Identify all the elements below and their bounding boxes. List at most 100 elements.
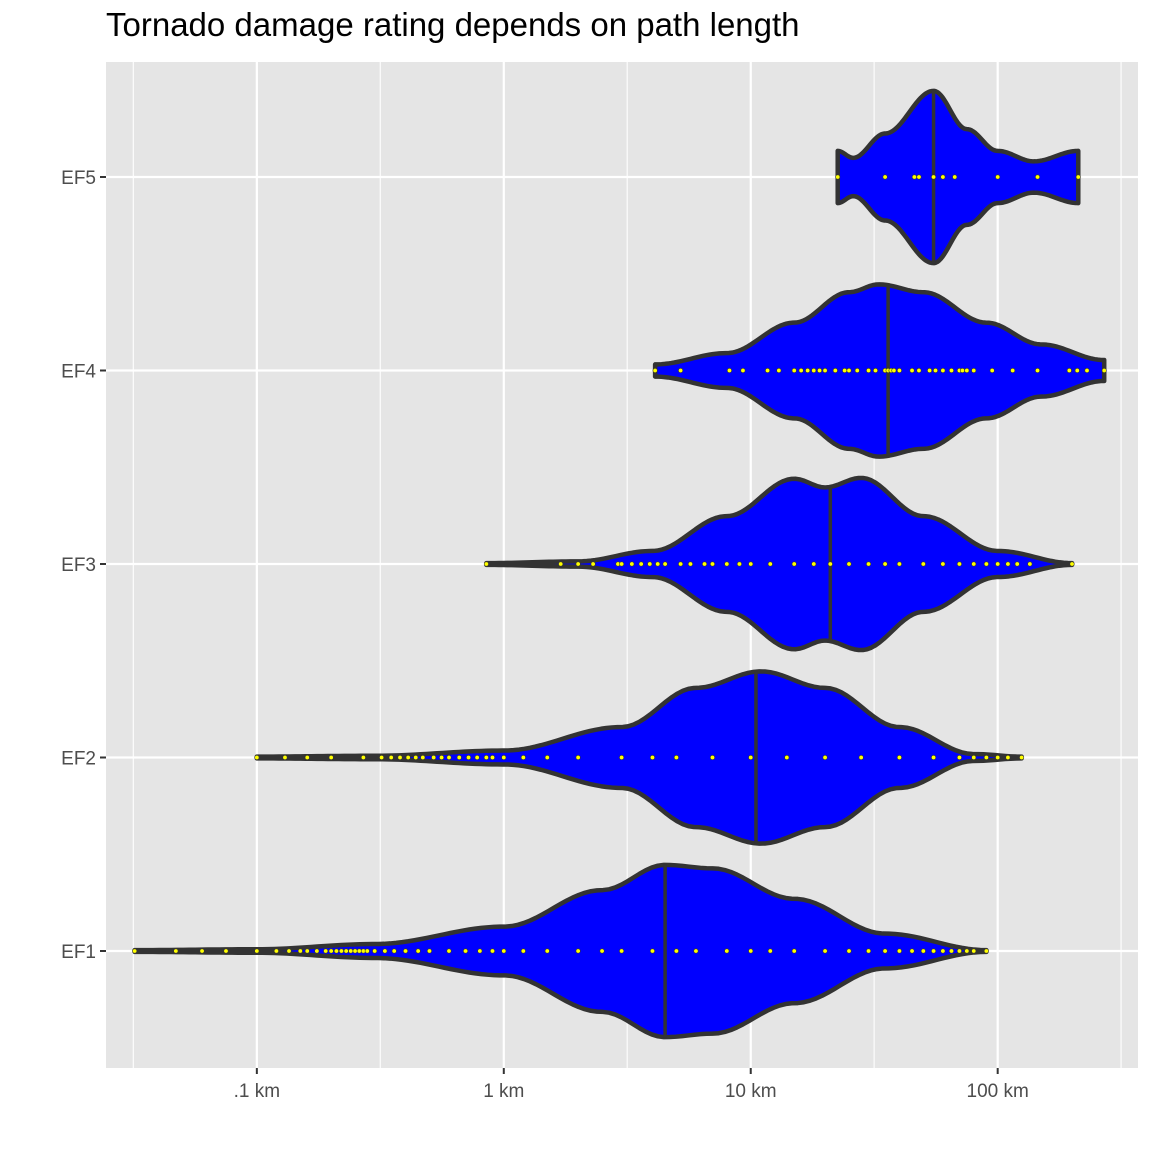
data-point [791, 948, 797, 954]
data-point [575, 561, 581, 567]
data-point [372, 948, 378, 954]
data-point [933, 367, 939, 373]
axes: EF1 EF2 EF3 EF4 EF5 .1 km 1 km 10 km 100 km [61, 168, 1029, 1102]
chart-title: Tornado damage rating depends on path le… [106, 6, 800, 43]
violin-ef1 [132, 862, 989, 1040]
violin-ef5 [835, 88, 1081, 266]
data-point [649, 948, 655, 954]
data-point [655, 561, 661, 567]
data-point [872, 367, 878, 373]
data-point [356, 948, 362, 954]
data-point [431, 754, 437, 760]
data-point [403, 948, 409, 954]
data-point [767, 561, 773, 567]
violin-ef3 [483, 475, 1075, 653]
data-point [638, 561, 644, 567]
y-tick-label-ef3: EF3 [61, 555, 96, 576]
data-point [649, 754, 655, 760]
data-point [489, 948, 495, 954]
data-point [940, 561, 946, 567]
data-point [477, 948, 483, 954]
data-point [927, 367, 933, 373]
data-point [709, 561, 715, 567]
data-point [1066, 367, 1072, 373]
data-point [896, 561, 902, 567]
data-point [520, 754, 526, 760]
data-point [964, 948, 970, 954]
data-point [842, 367, 848, 373]
data-point [971, 754, 977, 760]
data-point [909, 948, 915, 954]
data-point [846, 948, 852, 954]
data-point [1069, 561, 1075, 567]
data-point [558, 561, 564, 567]
data-point [415, 948, 421, 954]
data-point [1035, 367, 1041, 373]
data-point [882, 561, 888, 567]
data-point [1084, 367, 1090, 373]
y-tick-label-ef4: EF4 [61, 362, 96, 383]
data-point [835, 174, 841, 180]
data-point [964, 367, 970, 373]
data-point [995, 561, 1001, 567]
data-point [995, 754, 1001, 760]
data-point [891, 367, 897, 373]
violin-ef2 [254, 669, 1025, 846]
data-point [776, 367, 782, 373]
data-point [483, 561, 489, 567]
data-point [736, 561, 742, 567]
data-point [662, 561, 668, 567]
data-point [866, 367, 872, 373]
data-point [439, 754, 445, 760]
data-point [959, 367, 965, 373]
data-point [413, 754, 419, 760]
data-point [956, 754, 962, 760]
data-point [348, 948, 354, 954]
data-point [693, 948, 699, 954]
data-point [1101, 367, 1107, 373]
data-point [940, 174, 946, 180]
data-point [426, 948, 432, 954]
data-point [254, 948, 260, 954]
data-point [629, 561, 635, 567]
data-point [575, 948, 581, 954]
data-point [343, 948, 349, 954]
data-point [333, 948, 339, 954]
data-point [352, 948, 358, 954]
data-point [1027, 561, 1033, 567]
x-tick-label: 10 km [725, 1081, 777, 1102]
data-point [740, 367, 746, 373]
data-point [846, 561, 852, 567]
data-point [931, 948, 937, 954]
data-point [199, 948, 205, 954]
data-point [811, 367, 817, 373]
data-point [896, 754, 902, 760]
data-point [483, 754, 489, 760]
data-point [956, 948, 962, 954]
data-point [544, 754, 550, 760]
x-tick-label: 1 km [483, 1081, 524, 1102]
data-point [673, 754, 679, 760]
x-tick-label: 100 km [967, 1081, 1029, 1102]
data-point [956, 561, 962, 567]
data-point [446, 754, 452, 760]
data-point [1075, 174, 1081, 180]
data-point [832, 367, 838, 373]
data-point [544, 948, 550, 954]
data-point [599, 948, 605, 954]
data-point [767, 948, 773, 954]
data-point [420, 754, 426, 760]
violin-body [835, 88, 1081, 266]
data-point [983, 561, 989, 567]
data-point [916, 174, 922, 180]
data-point [1014, 561, 1020, 567]
data-point [709, 754, 715, 760]
data-point [590, 561, 596, 567]
data-point [223, 948, 229, 954]
data-point [314, 948, 320, 954]
data-point [456, 754, 462, 760]
data-point [866, 561, 872, 567]
data-point [948, 367, 954, 373]
data-point [748, 754, 754, 760]
data-point [726, 367, 732, 373]
